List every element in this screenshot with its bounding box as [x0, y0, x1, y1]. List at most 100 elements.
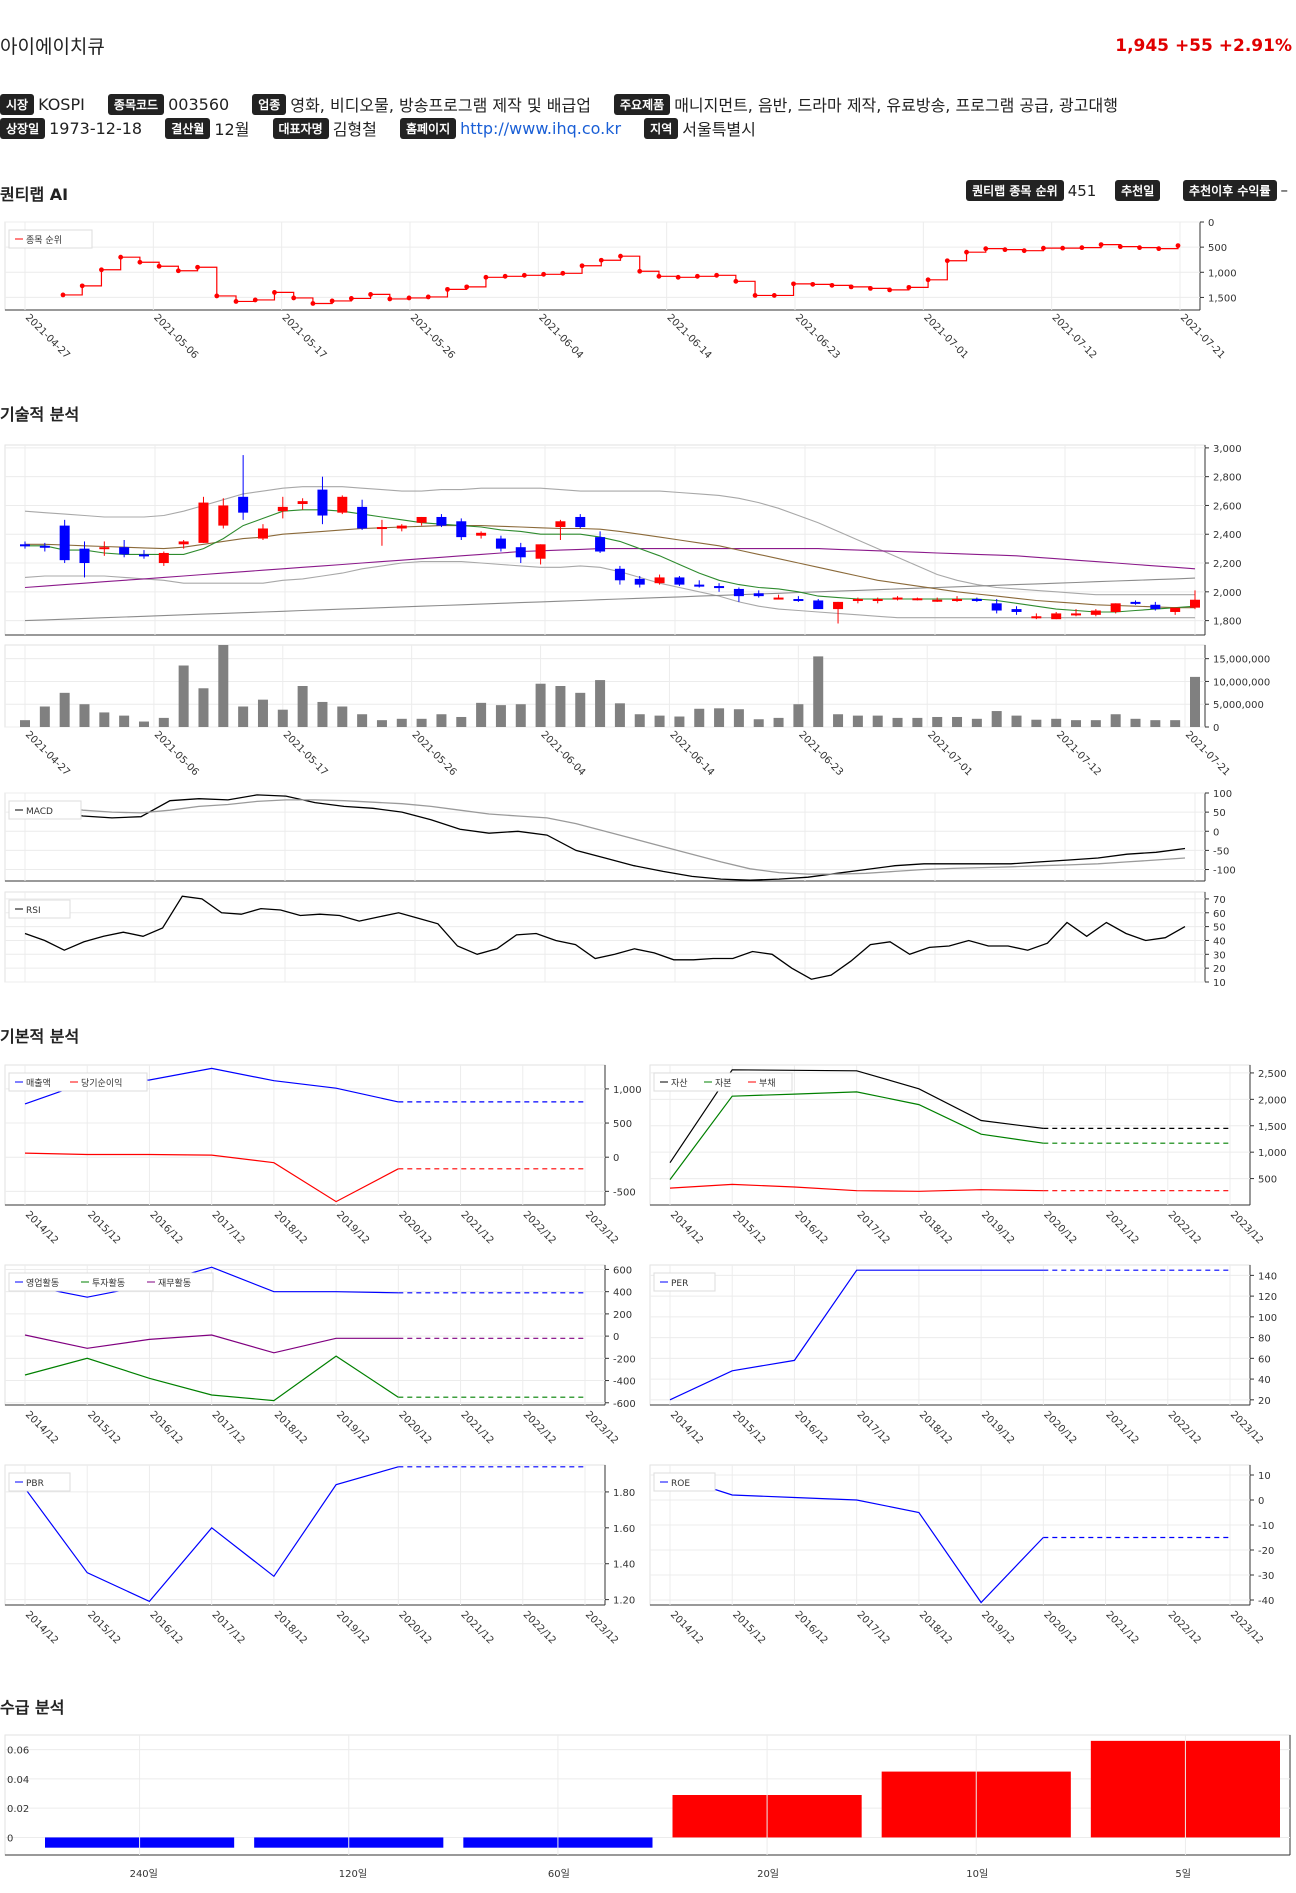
candle-body: [614, 568, 625, 581]
rank-point: [848, 284, 854, 290]
per-y-tick-label: 80: [1258, 1334, 1271, 1345]
info-row-1: 시장 KOSPI 종목코드 003560 업종 영화, 비디오물, 방송프로그램 제작…: [0, 92, 1136, 116]
assets-legend-label: 부채: [759, 1078, 776, 1089]
revenue-y-tick-label: -500: [613, 1187, 636, 1198]
rank-point: [714, 272, 720, 278]
candle-body: [376, 527, 387, 530]
rank-point: [137, 259, 143, 265]
cashflow-series-line: [24, 1266, 399, 1298]
candle-body: [158, 552, 169, 564]
rank-point: [829, 282, 835, 288]
rank-point: [906, 284, 912, 290]
candle-body: [535, 544, 546, 559]
candle-body: [357, 506, 368, 529]
supply-x-tick-label: 120일: [339, 1868, 367, 1880]
rsi-y-tick-label: 70: [1213, 895, 1226, 906]
volume-bar: [733, 709, 744, 727]
homepage-link[interactable]: http://www.ihq.co.kr: [460, 118, 622, 138]
rank-point: [387, 296, 393, 302]
rank-point: [1117, 244, 1123, 250]
pbr-plot-area: [4, 1464, 606, 1606]
candle-body: [476, 532, 487, 536]
roe-legend: ROE: [653, 1472, 716, 1492]
price-block: 1,945 +55 +2.91%: [1115, 36, 1292, 56]
rank-point: [118, 254, 124, 260]
roe-x-tick-label: 2021/12: [1103, 1609, 1140, 1646]
candle-body: [733, 588, 744, 597]
price-change: +55: [1174, 36, 1213, 56]
rank-x-tick-label: 2021-06-23: [793, 312, 842, 361]
cashflow-y-tick-label: 200: [613, 1310, 632, 1321]
macd-series-line: [24, 794, 1186, 881]
rank-point: [752, 293, 758, 298]
candle-y-tick-label: 2,400: [1213, 530, 1242, 541]
roe-y-tick-label: -40: [1258, 1596, 1274, 1607]
ceo-value: 김형철: [332, 120, 377, 139]
supply-y-tick-label: 0.02: [7, 1804, 29, 1815]
per-y-tick-label: 120: [1258, 1292, 1277, 1303]
per-y-tick-label: 60: [1258, 1354, 1271, 1365]
candle-body: [515, 547, 526, 558]
macd-legend: MACD: [8, 800, 82, 820]
macd-plot-area: [4, 792, 1206, 882]
candle-body: [872, 599, 883, 602]
rank-point: [541, 271, 547, 277]
rank-x-tick-label: 2021-07-01: [921, 312, 970, 361]
candle-body: [753, 593, 764, 597]
candle-body: [892, 597, 903, 600]
volume-bar: [1011, 715, 1022, 727]
candle-body: [20, 544, 30, 547]
rank-point: [406, 295, 412, 301]
candle-body: [833, 601, 844, 610]
candle-body: [59, 525, 70, 561]
rank-point: [868, 285, 873, 291]
listed-tag: 상장일: [0, 117, 46, 139]
rank-y-tick-label: 1,500: [1208, 293, 1237, 304]
roe-x-tick-label: 2022/12: [1166, 1609, 1203, 1646]
per-x-tick-label: 2018/12: [917, 1409, 954, 1446]
code-value: 003560: [168, 94, 230, 114]
candle-body: [178, 541, 189, 545]
cashflow-y-tick-label: -200: [613, 1354, 636, 1365]
roe-x-tick-label: 2014/12: [668, 1609, 705, 1646]
rank-point: [675, 274, 681, 280]
ai-tags: 퀀티랩 종목 순위 451 추천일 추천이후 수익률 –: [966, 180, 1288, 201]
volume-x-tick-label: 2021-06-23: [796, 729, 845, 778]
pbr-y-tick-label: 1.20: [613, 1596, 635, 1607]
roe-y-tick-label: -20: [1258, 1546, 1274, 1557]
volume-bar: [674, 716, 685, 727]
supply-x-tick-label: 20일: [757, 1868, 779, 1880]
macd-y-tick-label: 0: [1213, 827, 1219, 838]
rank-value: 451: [1067, 181, 1097, 200]
per-y-tick-label: 100: [1258, 1313, 1277, 1324]
per-x-tick-label: 2014/12: [668, 1409, 705, 1446]
candle-body: [634, 578, 645, 585]
macd-y-tick-label: -100: [1213, 866, 1236, 877]
volume-bar: [1150, 720, 1161, 727]
volume-bar: [1071, 720, 1082, 727]
assets-x-tick-label: 2019/12: [979, 1209, 1016, 1246]
cashflow-x-tick-label: 2021/12: [458, 1409, 495, 1446]
cashflow-x-tick-label: 2017/12: [210, 1409, 247, 1446]
fiscal-value: 12월: [214, 120, 250, 139]
per-x-tick-label: 2015/12: [730, 1409, 767, 1446]
volume-bar: [535, 683, 546, 727]
revenue-x-tick-label: 2017/12: [210, 1209, 247, 1246]
rank-legend-box: [8, 229, 93, 249]
volume-y-tick-label: 5,000,000: [1213, 700, 1264, 711]
region-tag: 지역: [644, 117, 679, 139]
volume-x-tick-label: 2021-07-21: [1183, 729, 1232, 778]
candle-ma60-line: [24, 548, 1196, 589]
volume-bar: [555, 686, 566, 727]
per-x-tick-label: 2020/12: [1041, 1409, 1078, 1446]
pbr-legend-box: [8, 1472, 71, 1492]
roe-y-tick-label: 0: [1258, 1496, 1264, 1507]
per-plot-area: [649, 1264, 1251, 1406]
candle-ma5-line: [25, 509, 1196, 613]
candle-body: [39, 545, 50, 548]
candle-body: [317, 489, 328, 516]
pbr-series-line: [24, 1466, 399, 1603]
pbr-y-tick-label: 1.80: [613, 1488, 635, 1499]
cashflow-x-tick-label: 2019/12: [334, 1409, 371, 1446]
